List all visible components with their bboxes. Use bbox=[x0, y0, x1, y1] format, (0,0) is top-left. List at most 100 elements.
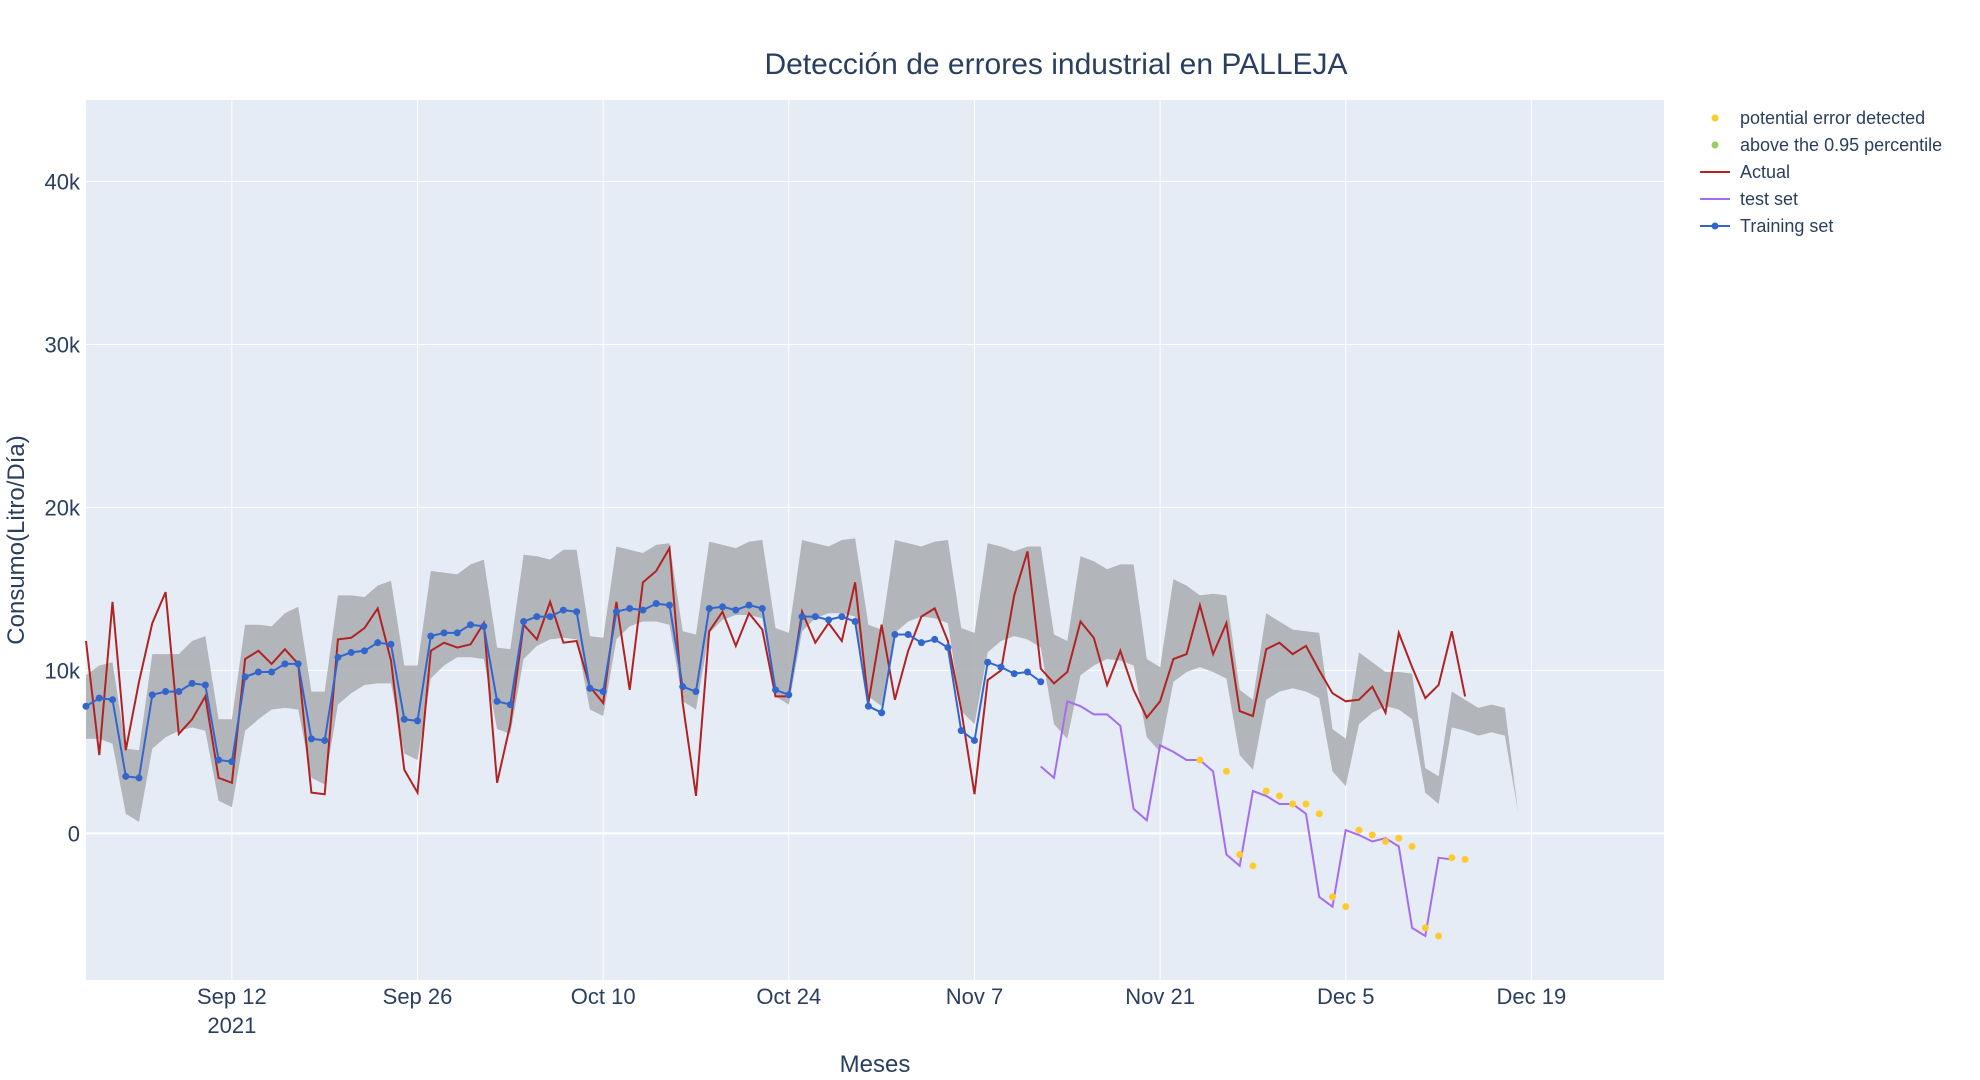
x-tick-label: Oct 24 bbox=[756, 984, 821, 1009]
y-tick-label: 10k bbox=[45, 658, 81, 683]
legend-item-test-set[interactable]: test set bbox=[1700, 189, 1798, 209]
data-point-potential-error-detected bbox=[1315, 810, 1323, 818]
x-tick-label: Nov 21 bbox=[1125, 984, 1195, 1009]
legend-label: Actual bbox=[1740, 162, 1790, 182]
data-point-potential-error-detected bbox=[1408, 842, 1416, 850]
data-point-training-set bbox=[719, 603, 727, 611]
y-tick-label: 30k bbox=[45, 332, 81, 357]
data-point-training-set bbox=[984, 658, 992, 666]
legend[interactable]: potential error detected above the 0.95 p… bbox=[1700, 108, 1942, 236]
data-point-training-set bbox=[268, 668, 276, 676]
data-point-training-set bbox=[281, 660, 289, 668]
data-point-potential-error-detected bbox=[1421, 924, 1429, 932]
series-line-actual bbox=[85, 544, 1467, 797]
data-point-potential-error-detected bbox=[1275, 792, 1283, 800]
data-point-potential-error-detected bbox=[1222, 767, 1230, 775]
data-point-training-set bbox=[241, 673, 249, 681]
data-point-potential-error-detected bbox=[1382, 837, 1390, 845]
data-point-training-set bbox=[599, 688, 607, 696]
data-point-training-set bbox=[254, 668, 262, 676]
data-point-training-set bbox=[427, 632, 435, 640]
series-markers bbox=[82, 600, 1469, 940]
data-point-training-set bbox=[135, 774, 143, 782]
data-point-training-set bbox=[334, 653, 342, 661]
data-point-training-set bbox=[109, 696, 117, 704]
data-point-potential-error-detected bbox=[1435, 932, 1443, 940]
data-point-potential-error-detected bbox=[1236, 851, 1244, 859]
data-point-training-set bbox=[917, 639, 925, 647]
y-tick-label: 20k bbox=[45, 495, 81, 520]
data-point-training-set bbox=[904, 631, 912, 639]
chart-title: Detección de errores industrial en PALLE… bbox=[764, 48, 1347, 81]
series-line-test-set bbox=[1040, 699, 1452, 938]
legend-item-actual[interactable]: Actual bbox=[1700, 162, 1790, 182]
data-point-potential-error-detected bbox=[1355, 826, 1363, 834]
data-point-potential-error-detected bbox=[1368, 831, 1376, 839]
x-tick-label: Sep 26 bbox=[383, 984, 453, 1009]
data-point-training-set bbox=[82, 702, 90, 710]
data-point-training-set bbox=[970, 736, 978, 744]
legend-swatch-marker bbox=[1711, 222, 1719, 230]
legend-label: potential error detected bbox=[1740, 108, 1925, 128]
data-point-training-set bbox=[825, 616, 833, 624]
data-point-potential-error-detected bbox=[1302, 800, 1310, 808]
data-point-training-set bbox=[878, 709, 886, 717]
data-point-training-set bbox=[480, 622, 488, 630]
data-point-training-set bbox=[414, 717, 422, 725]
data-point-training-set bbox=[533, 613, 541, 621]
data-point-training-set bbox=[851, 617, 859, 625]
legend-label: test set bbox=[1740, 189, 1798, 209]
legend-label: above the 0.95 percentile bbox=[1740, 135, 1942, 155]
data-point-training-set bbox=[944, 644, 952, 652]
data-point-training-set bbox=[811, 613, 819, 621]
x-tick-label: Oct 10 bbox=[571, 984, 636, 1009]
data-point-training-set bbox=[360, 647, 368, 655]
data-point-training-set bbox=[639, 606, 647, 614]
data-point-training-set bbox=[506, 701, 514, 709]
data-point-potential-error-detected bbox=[1328, 893, 1336, 901]
data-point-training-set bbox=[122, 772, 130, 780]
plot-background bbox=[86, 100, 1664, 980]
x-tick-label: Dec 5 bbox=[1317, 984, 1374, 1009]
data-point-training-set bbox=[175, 688, 183, 696]
data-point-training-set bbox=[307, 735, 315, 743]
data-point-potential-error-detected bbox=[1249, 862, 1257, 870]
data-point-training-set bbox=[732, 606, 740, 614]
legend-item-training-set[interactable]: Training set bbox=[1700, 216, 1833, 236]
legend-label: Training set bbox=[1740, 216, 1833, 236]
x-tick-sublabel: 2021 bbox=[207, 1013, 256, 1038]
data-point-training-set bbox=[705, 604, 713, 612]
data-point-training-set bbox=[573, 608, 581, 616]
data-point-training-set bbox=[586, 684, 594, 692]
data-point-training-set bbox=[493, 697, 501, 705]
data-point-training-set bbox=[347, 648, 355, 656]
data-point-training-set bbox=[931, 635, 939, 643]
data-point-potential-error-detected bbox=[1342, 903, 1350, 911]
data-point-training-set bbox=[1037, 678, 1045, 686]
data-point-training-set bbox=[95, 694, 103, 702]
legend-item-potential-error-detected[interactable]: potential error detected bbox=[1711, 108, 1926, 128]
data-point-training-set bbox=[785, 691, 793, 699]
y-tick-label: 40k bbox=[45, 169, 81, 194]
legend-item-above-the-0-95-percentile[interactable]: above the 0.95 percentile bbox=[1711, 135, 1943, 155]
data-point-training-set bbox=[228, 758, 236, 766]
data-point-training-set bbox=[798, 613, 806, 621]
data-point-potential-error-detected bbox=[1289, 800, 1297, 808]
data-point-training-set bbox=[467, 621, 475, 629]
data-point-training-set bbox=[957, 727, 965, 735]
data-point-potential-error-detected bbox=[1461, 855, 1469, 863]
legend-swatch-marker bbox=[1711, 114, 1719, 122]
data-point-training-set bbox=[520, 617, 528, 625]
axis-ticks: 0 10k 20k 30k 40k Sep 12 2021 Sep 26 Oct 10 Oct 2… bbox=[45, 169, 1567, 1038]
data-point-training-set bbox=[612, 608, 620, 616]
data-point-training-set bbox=[440, 629, 448, 637]
data-point-training-set bbox=[745, 601, 753, 609]
data-point-training-set bbox=[838, 613, 846, 621]
data-point-potential-error-detected bbox=[1262, 787, 1270, 795]
data-point-training-set bbox=[162, 688, 170, 696]
data-point-potential-error-detected bbox=[1196, 756, 1204, 764]
data-point-training-set bbox=[665, 601, 673, 609]
data-point-training-set bbox=[891, 631, 899, 639]
data-point-training-set bbox=[626, 604, 634, 612]
